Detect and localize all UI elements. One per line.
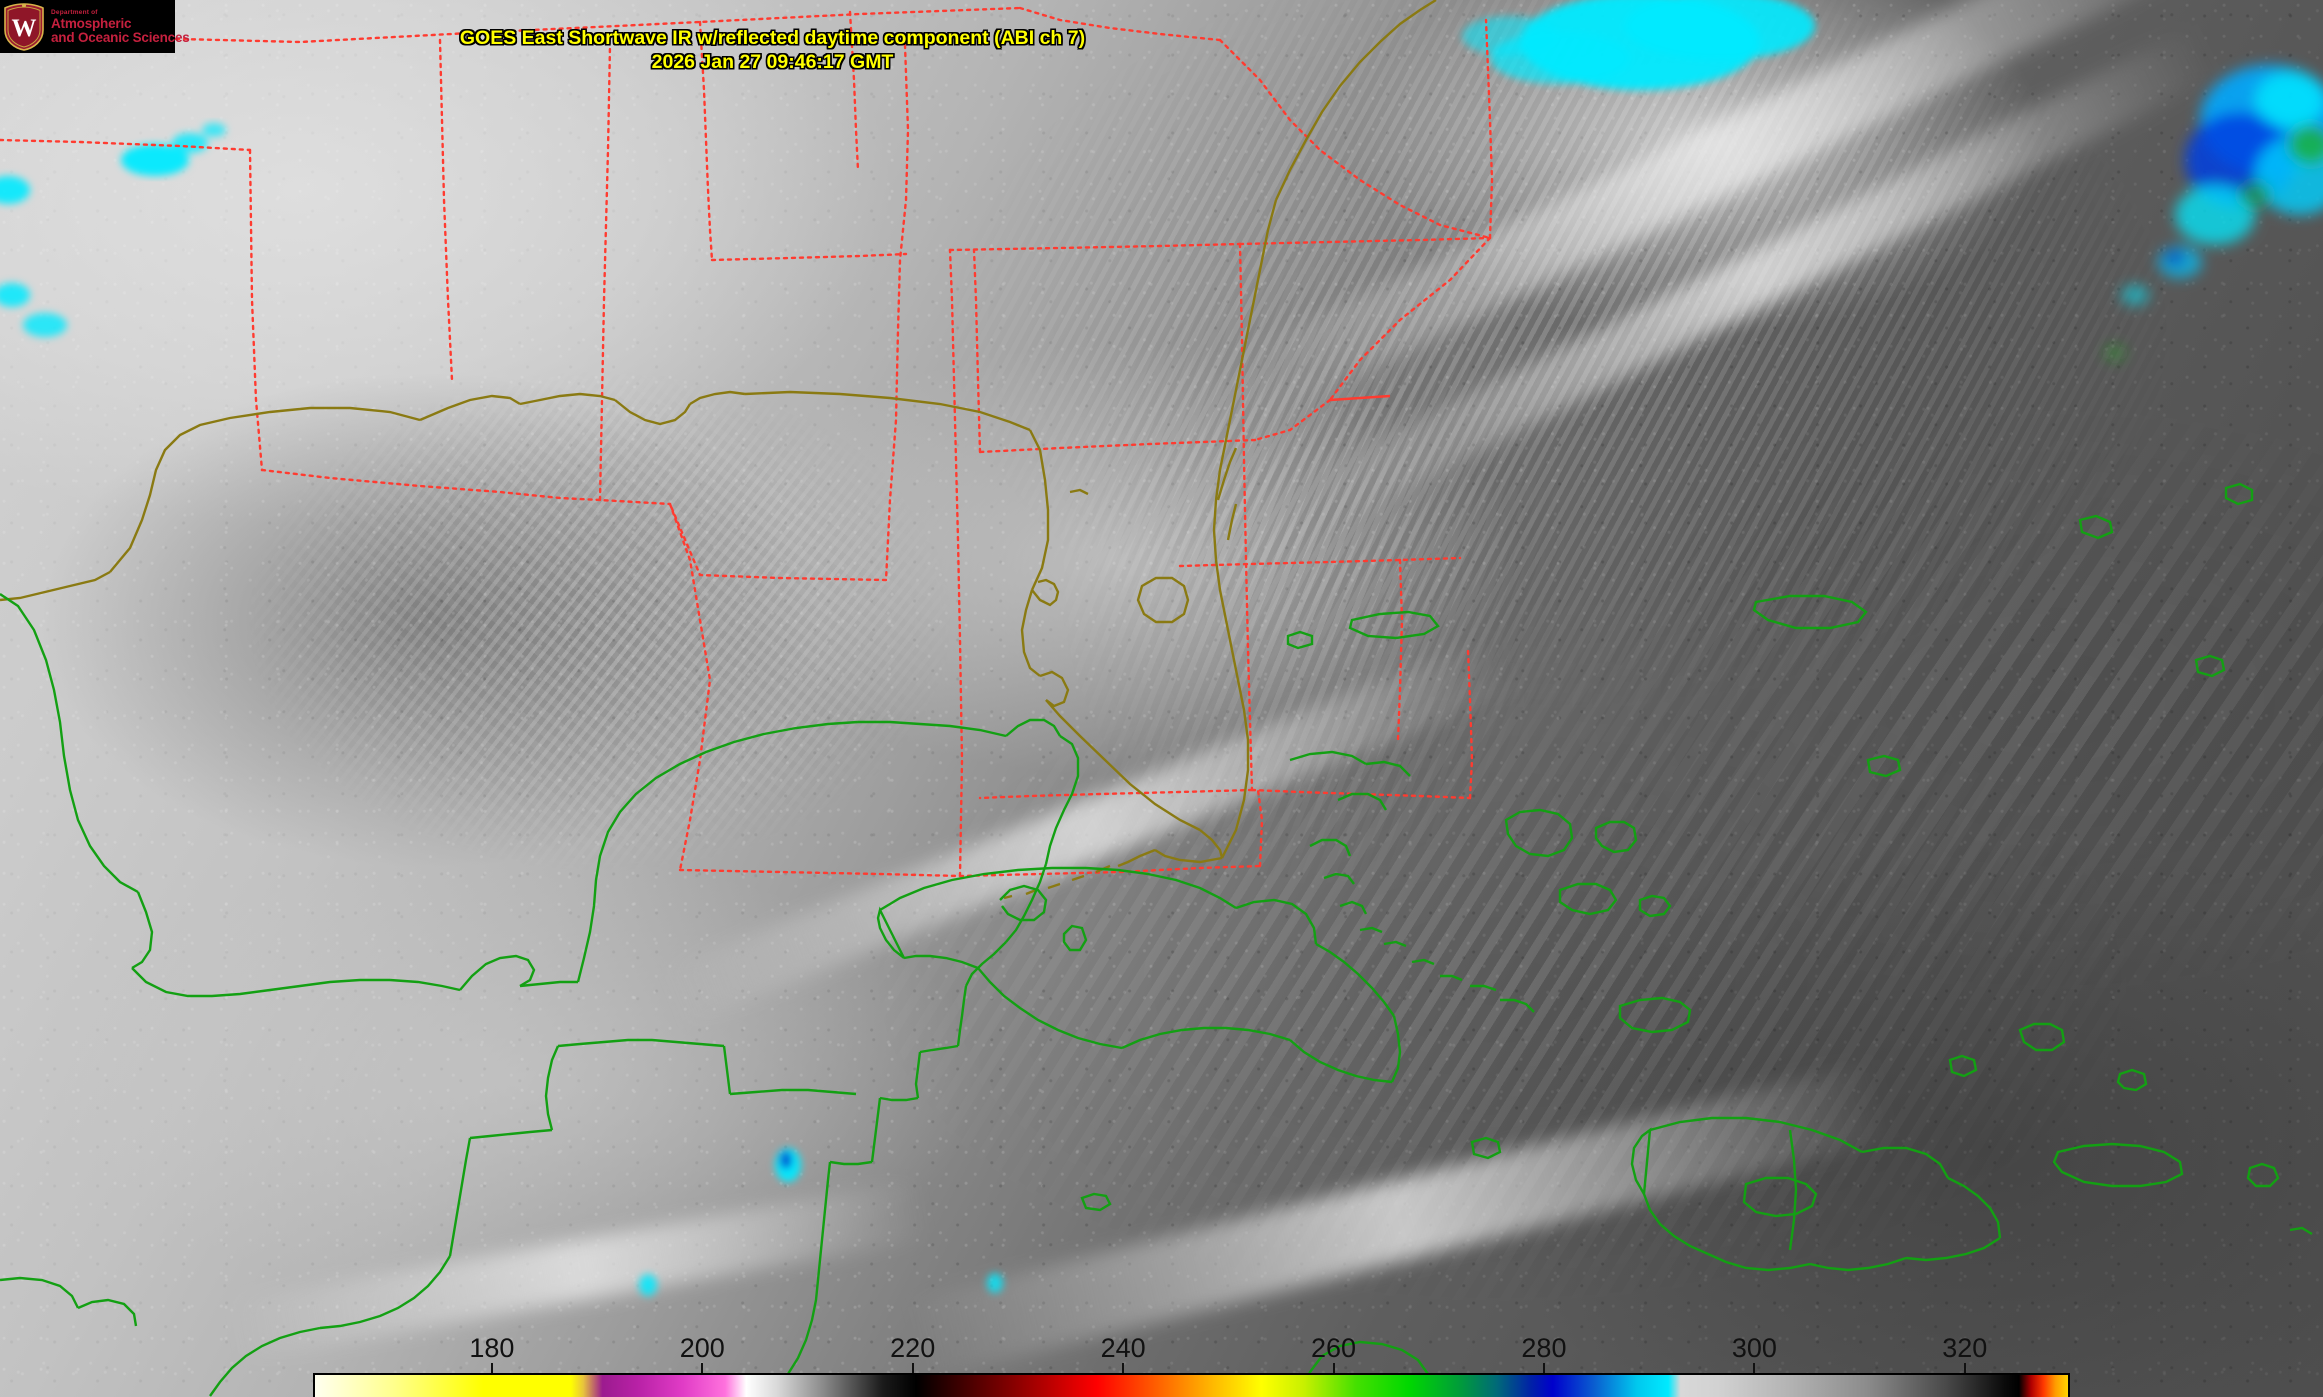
colorbar-tick-label: 240 xyxy=(1100,1333,1146,1363)
colorbar-tick-label: 320 xyxy=(1942,1333,1988,1363)
colorbar-tick-label: 220 xyxy=(890,1333,936,1363)
logo-line-2: and Oceanic Sciences xyxy=(51,29,190,45)
colorbar-tick-labels: 180 200 220 240 260 280 300 320 xyxy=(313,1325,2070,1373)
cyan-patch-west xyxy=(0,176,67,337)
colorbar-tick-mark xyxy=(911,1363,914,1373)
colorbar-tick-label: 280 xyxy=(1521,1333,1567,1363)
cyan-cold-tops-carolinas xyxy=(1462,0,1815,90)
uw-crest-icon: W xyxy=(2,2,46,51)
logo-department-line: Department of xyxy=(51,8,98,16)
colorbar: 180 200 220 240 260 280 300 320 xyxy=(313,1325,2070,1397)
deep-convection-east-atlantic xyxy=(2105,65,2323,360)
international-coastline xyxy=(0,484,2312,1396)
colorbar-tick-label: 260 xyxy=(1311,1333,1357,1363)
state-borders xyxy=(0,8,1492,876)
us-coastline xyxy=(0,0,1436,898)
colorbar-tick-label: 200 xyxy=(679,1333,725,1363)
colorbar-tick-mark xyxy=(701,1363,704,1373)
colorbar-gradient xyxy=(313,1373,2070,1397)
uw-aos-logo: W Department of Atmospheric and Oceanic … xyxy=(0,0,190,53)
colorbar-tick-mark xyxy=(1332,1363,1335,1373)
colorbar-tick-mark xyxy=(1122,1363,1125,1373)
cyan-patch-plains xyxy=(121,123,226,176)
colorbar-tick-mark xyxy=(1542,1363,1545,1373)
svg-text:W: W xyxy=(12,15,37,42)
colorbar-tick-mark xyxy=(1963,1363,1966,1373)
colorbar-tick-label: 300 xyxy=(1731,1333,1777,1363)
colorbar-tick-mark xyxy=(490,1363,493,1373)
colorbar-tick-mark xyxy=(1753,1363,1756,1373)
logo-line-1: Atmospheric xyxy=(51,16,132,32)
cyan-patch-caribbean xyxy=(639,1148,1003,1296)
colorbar-tick-label: 180 xyxy=(469,1333,515,1363)
